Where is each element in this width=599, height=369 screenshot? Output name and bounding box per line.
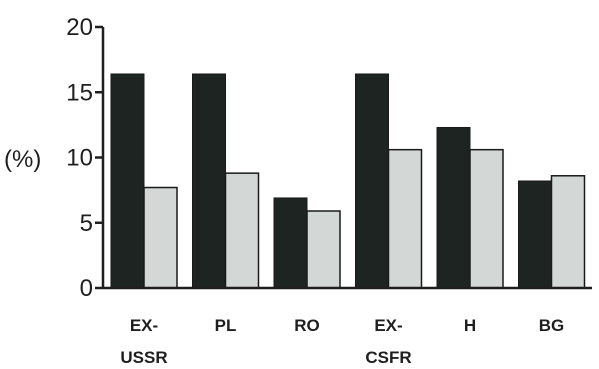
y-tick-label: 5 xyxy=(80,210,93,237)
x-axis: EX- USSR PL RO EX- CSFR H BG xyxy=(103,286,592,367)
x-category-label: EX- xyxy=(130,316,158,335)
y-tick-label: 15 xyxy=(66,79,93,106)
bar-dark-ro xyxy=(273,197,308,289)
x-category-label: BG xyxy=(539,316,565,335)
x-category-label: H xyxy=(464,316,476,335)
x-category-label: RO xyxy=(294,316,320,335)
bar-light-excsfr xyxy=(387,148,423,289)
bar-light-exussr xyxy=(143,186,178,289)
x-category-label: EX- xyxy=(374,316,402,335)
x-category-label-line2: USSR xyxy=(120,348,167,367)
bar-light-bg xyxy=(550,175,586,289)
y-axis-label: (%) xyxy=(4,146,41,173)
x-category-label-line2: CSFR xyxy=(365,348,411,367)
bar-light-ro xyxy=(306,210,341,289)
bar-dark-h xyxy=(436,126,471,289)
bars xyxy=(110,73,586,289)
bar-light-h xyxy=(469,148,504,289)
y-tick-label: 20 xyxy=(66,14,93,41)
bar-dark-bg xyxy=(518,180,552,289)
x-category-label: PL xyxy=(215,316,237,335)
bar-dark-excsfr xyxy=(355,73,389,289)
y-tick-label: 10 xyxy=(66,145,93,172)
y-axis: 0 5 10 15 20 xyxy=(66,14,105,302)
bar-dark-pl xyxy=(192,73,226,289)
bar-light-pl xyxy=(224,172,260,289)
y-tick-label: 0 xyxy=(80,275,93,302)
bar-dark-exussr xyxy=(110,73,145,289)
